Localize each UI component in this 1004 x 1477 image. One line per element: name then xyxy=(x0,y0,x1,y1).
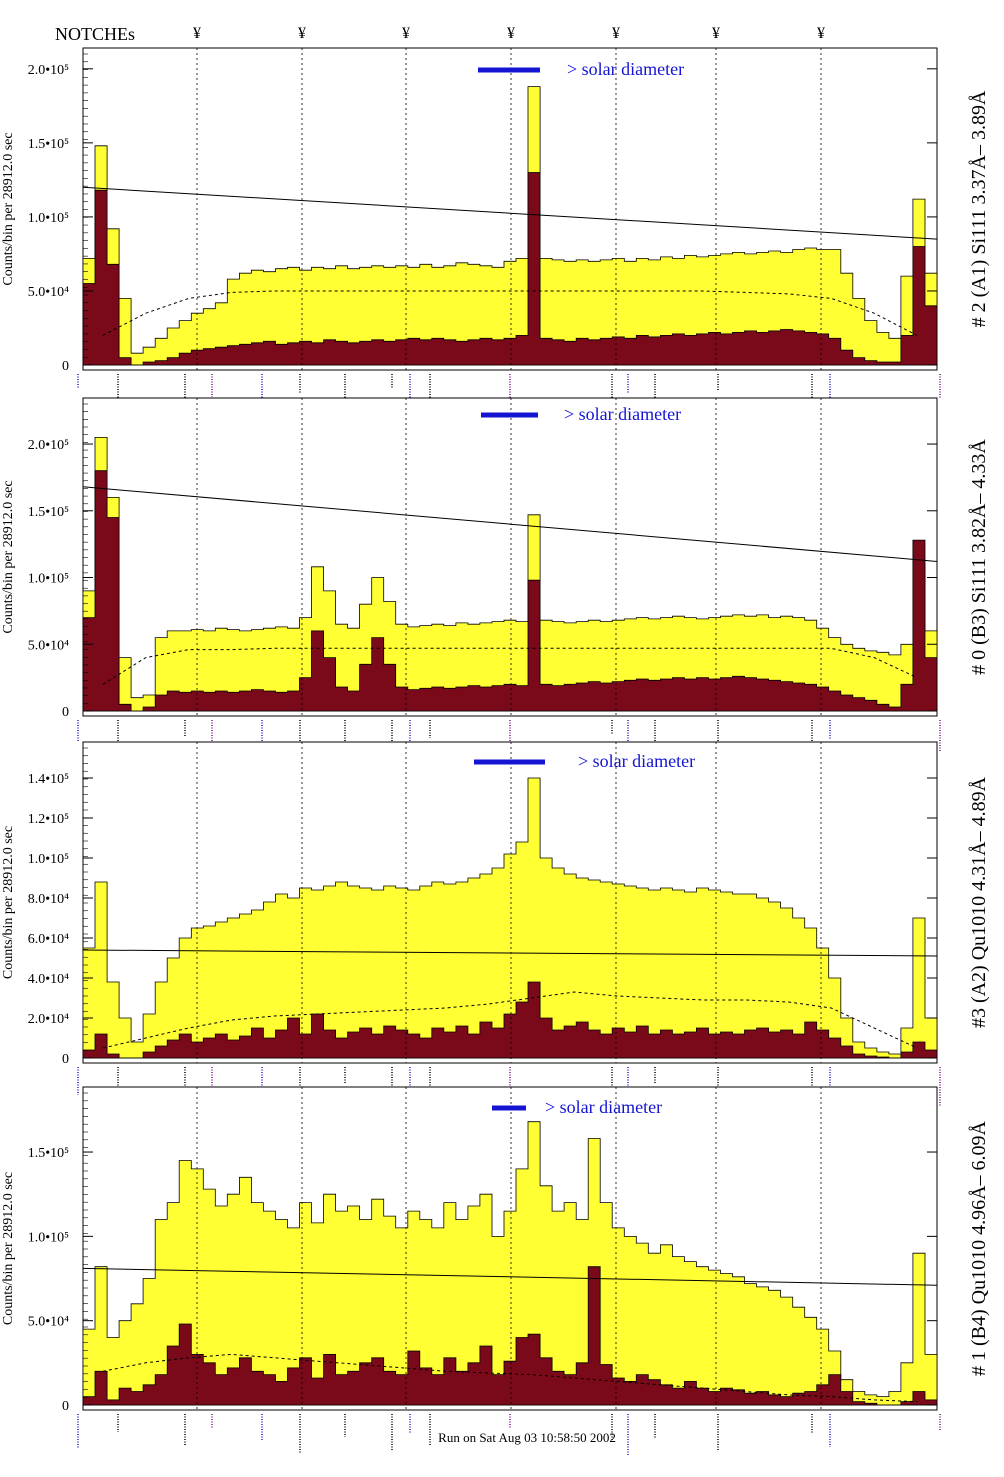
solar-diameter-label: > solar diameter xyxy=(545,1097,662,1117)
core-histogram xyxy=(82,172,938,366)
trend-line xyxy=(82,186,938,240)
panel-3: 0 2.0•10⁴ 4.0•10⁴ 6.0•10⁴ 8.0•10⁴ 1.0•10⁵ 1.2•… xyxy=(1,741,990,1110)
trend-line xyxy=(82,949,938,957)
panel-1: 0 5.0•10⁴ 1.0•10⁵ 1.5•10⁵ 2.0•10⁵ Counts/bin … xyxy=(1,47,990,416)
solar-diameter-label: > solar diameter xyxy=(578,751,695,771)
panel-4: 0 5.0•10⁴ 1.0•10⁵ 1.5•10⁵ Counts/bin per 289… xyxy=(1,1086,990,1455)
y-tick-label: 2.0•10⁴ xyxy=(28,1012,69,1027)
notch-marker: ¥ xyxy=(402,25,410,42)
y-tick-label: 0 xyxy=(62,359,69,374)
y-tick-label: 8.0•10⁴ xyxy=(28,892,69,907)
total-histogram xyxy=(82,86,938,366)
notch-marker: ¥ xyxy=(817,25,825,42)
notches-label: NOTCHEs xyxy=(55,24,135,44)
core-histogram xyxy=(82,470,938,712)
dashed-curve xyxy=(102,991,918,1049)
y-tick-label: 4.0•10⁴ xyxy=(28,972,69,987)
y-tick-label: 2.0•10⁵ xyxy=(28,438,69,453)
y-tick-label: 0 xyxy=(62,1052,69,1067)
y-tick-label: 1.0•10⁵ xyxy=(28,1230,69,1245)
detector-label: # 1 (B4) Qu1010 4.96Å– 6.09Å xyxy=(968,1120,990,1376)
y-tick-label: 0 xyxy=(62,1399,69,1414)
y-tick-label: 0 xyxy=(62,705,69,720)
chart-panels: 0 5.0•10⁴ 1.0•10⁵ 1.5•10⁵ 2.0•10⁵ Counts/bin … xyxy=(1,47,990,1455)
notch-marker: ¥ xyxy=(193,25,201,42)
y-tick-label: 1.2•10⁵ xyxy=(28,812,69,827)
detector-label: # 2 (A1) Si111 3.37Å– 3.89Å xyxy=(968,90,990,327)
y-tick-label: 1.5•10⁵ xyxy=(28,1146,69,1161)
detector-label: #3 (A2) Qu1010 4.31Å– 4.89Å xyxy=(968,776,990,1028)
y-axis-label: Counts/bin per 28912.0 sec xyxy=(1,1172,16,1325)
y-tick-label: 1.5•10⁵ xyxy=(28,505,69,520)
solar-diameter-label: > solar diameter xyxy=(567,59,684,79)
y-tick-label: 5.0•10⁴ xyxy=(28,638,69,653)
notch-markers: ¥ ¥ ¥ ¥ ¥ ¥ ¥ xyxy=(193,25,825,42)
detector-label: # 0 (B3) Si111 3.82Å– 4.33Å xyxy=(968,439,990,675)
core-histogram xyxy=(82,1266,938,1406)
y-tick-label: 5.0•10⁴ xyxy=(28,285,69,300)
total-histogram xyxy=(82,777,938,1059)
y-tick-label: 1.4•10⁵ xyxy=(28,772,69,787)
total-histogram xyxy=(82,1121,938,1406)
y-tick-label: 1.0•10⁵ xyxy=(28,852,69,867)
trend-line xyxy=(82,1267,938,1286)
core-histogram xyxy=(82,981,938,1059)
panel-2: 0 5.0•10⁴ 1.0•10⁵ 1.5•10⁵ 2.0•10⁵ Counts/bin … xyxy=(1,397,990,763)
dashed-curve xyxy=(102,647,918,685)
y-tick-label: 5.0•10⁴ xyxy=(28,1315,69,1330)
total-histogram xyxy=(82,437,938,712)
dashed-curve xyxy=(102,290,918,336)
y-tick-label: 1.5•10⁵ xyxy=(28,137,69,152)
y-tick-label: 2.0•10⁵ xyxy=(28,63,69,78)
notch-marker: ¥ xyxy=(507,25,515,42)
y-axis-label: Counts/bin per 28912.0 sec xyxy=(1,826,16,979)
y-axis-label: Counts/bin per 28912.0 sec xyxy=(1,480,16,633)
y-tick-label: 6.0•10⁴ xyxy=(28,932,69,947)
y-tick-label: 1.0•10⁵ xyxy=(28,211,69,226)
y-tick-label: 1.0•10⁵ xyxy=(28,572,69,587)
run-timestamp: Run on Sat Aug 03 10:58:50 2002 xyxy=(438,1430,616,1445)
solar-diameter-label: > solar diameter xyxy=(564,404,681,424)
trend-line xyxy=(82,486,938,563)
notch-marker: ¥ xyxy=(612,25,620,42)
notch-marker: ¥ xyxy=(298,25,306,42)
notch-marker: ¥ xyxy=(712,25,720,42)
y-axis-label: Counts/bin per 28912.0 sec xyxy=(1,132,16,285)
dashed-curve xyxy=(102,1353,918,1403)
